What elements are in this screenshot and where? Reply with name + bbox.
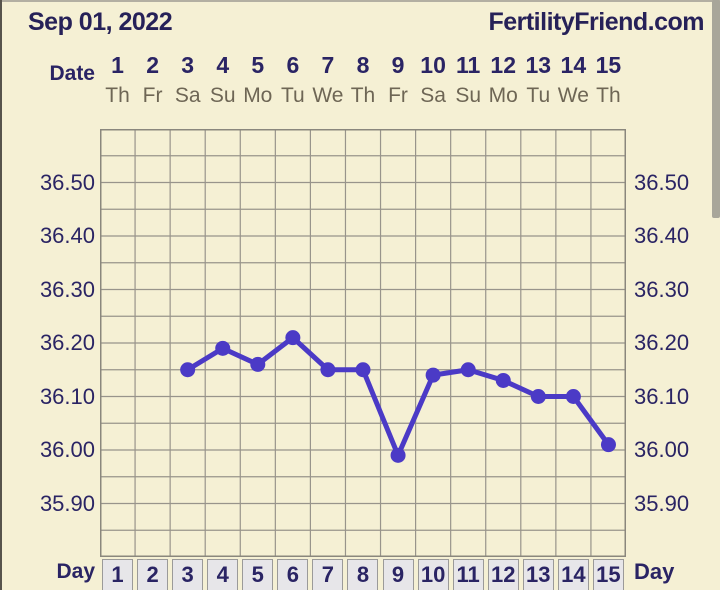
- left-border: [0, 0, 2, 590]
- day-cell-4[interactable]: 4: [207, 559, 239, 590]
- weekday-column-header: Sa: [420, 84, 446, 107]
- y-tick-label-right: 36.10: [634, 383, 690, 409]
- day-cell-15[interactable]: 15: [592, 559, 624, 590]
- bbt-temperature-chart: [100, 129, 626, 557]
- brand-link[interactable]: FertilityFriend.com: [488, 8, 704, 36]
- date-column-header: 14: [560, 52, 587, 78]
- temp-point-day-15[interactable]: [600, 437, 616, 453]
- temp-point-day-3[interactable]: [180, 362, 196, 378]
- date-column-header: 10: [420, 52, 446, 78]
- date-column-header: 8: [356, 52, 370, 78]
- date-column-header: 6: [286, 52, 300, 78]
- weekday-column-header: Th: [350, 84, 376, 107]
- page-title-date: Sep 01, 2022: [28, 8, 173, 36]
- y-tick-label-right: 36.00: [634, 437, 690, 462]
- date-column-header: 13: [525, 52, 552, 78]
- temp-point-day-14[interactable]: [565, 389, 581, 404]
- weekday-column-header: Sa: [174, 84, 201, 107]
- temp-point-day-5[interactable]: [250, 356, 266, 372]
- weekday-column-header: Th: [596, 84, 621, 107]
- y-tick-label-left: 36.00: [39, 437, 95, 462]
- date-column-header: 3: [181, 52, 195, 78]
- temp-point-day-9[interactable]: [390, 447, 406, 463]
- y-tick-label-left: 36.10: [39, 383, 95, 409]
- temp-point-day-4[interactable]: [215, 340, 231, 356]
- chart-border: [100, 129, 626, 557]
- day-cell-10[interactable]: 10: [417, 559, 449, 590]
- date-column-header: 5: [251, 52, 265, 78]
- date-column-header: 7: [321, 52, 335, 78]
- temp-point-day-6[interactable]: [285, 330, 301, 346]
- weekday-column-header: Tu: [526, 84, 551, 107]
- temp-point-day-7[interactable]: [320, 362, 336, 378]
- weekday-column-header: Su: [209, 84, 236, 107]
- y-tick-label-right: 36.20: [634, 330, 690, 355]
- y-tick-label-left: 36.50: [39, 169, 95, 195]
- date-column-header: 11: [455, 52, 481, 78]
- temp-point-day-11[interactable]: [460, 362, 476, 378]
- day-cell-9[interactable]: 9: [382, 559, 414, 590]
- y-tick-label-right: 35.90: [634, 490, 690, 516]
- top-border: [0, 0, 720, 2]
- weekday-row: Th Fr Sa Su Mo Tu We Th Fr Sa Su Mo Tu We Th: [100, 84, 626, 108]
- weekday-column-header: Su: [455, 84, 481, 107]
- date-column-header: 12: [490, 52, 517, 78]
- y-tick-label-right: 36.50: [634, 169, 690, 195]
- day-cell-3[interactable]: 3: [172, 559, 204, 590]
- date-column-header: 4: [216, 52, 230, 78]
- y-tick-label-right: 36.40: [634, 223, 690, 248]
- date-number-row: 1 2 3 4 5 6 7 8 9 10 11 12 13 14 15: [100, 51, 626, 79]
- scrollbar-thumb[interactable]: [712, 0, 720, 218]
- day-cell-13[interactable]: 13: [522, 559, 554, 590]
- day-cell-1[interactable]: 1: [102, 559, 133, 590]
- y-tick-label-left: 36.40: [39, 223, 95, 248]
- temp-point-day-10[interactable]: [425, 367, 441, 383]
- day-cell-14[interactable]: 14: [557, 559, 589, 590]
- temp-point-day-13[interactable]: [530, 389, 546, 404]
- y-tick-label-right: 36.30: [634, 276, 690, 302]
- temp-point-day-8[interactable]: [355, 362, 371, 378]
- date-column-header: 9: [391, 52, 405, 78]
- date-column-header: 1: [111, 52, 124, 78]
- weekday-column-header: Th: [105, 84, 130, 107]
- y-tick-label-left: 36.30: [39, 276, 95, 302]
- weekday-column-header: We: [312, 84, 344, 107]
- date-column-header: 15: [595, 52, 622, 78]
- weekday-column-header: Fr: [142, 84, 163, 107]
- date-column-header: 2: [146, 52, 159, 78]
- weekday-column-header: Mo: [243, 84, 273, 107]
- day-cell-5[interactable]: 5: [242, 559, 274, 590]
- day-axis-label-right: Day: [634, 559, 675, 584]
- weekday-column-header: Fr: [388, 84, 408, 107]
- weekday-column-header: Mo: [488, 84, 518, 107]
- day-cell-12[interactable]: 12: [487, 559, 519, 590]
- weekday-column-header: Tu: [280, 84, 305, 107]
- y-tick-label-left: 35.90: [39, 490, 95, 516]
- date-axis-label: Date: [49, 62, 95, 85]
- day-cell-6[interactable]: 6: [277, 559, 309, 590]
- weekday-column-header: We: [557, 84, 589, 107]
- temp-point-day-12[interactable]: [495, 372, 511, 388]
- day-cell-2[interactable]: 2: [137, 559, 169, 590]
- y-tick-label-left: 36.20: [39, 330, 95, 355]
- day-cell-11[interactable]: 11: [452, 559, 484, 590]
- day-cell-7[interactable]: 7: [312, 559, 344, 590]
- day-cell-8[interactable]: 8: [347, 559, 379, 590]
- day-axis-label-left: Day: [56, 560, 95, 583]
